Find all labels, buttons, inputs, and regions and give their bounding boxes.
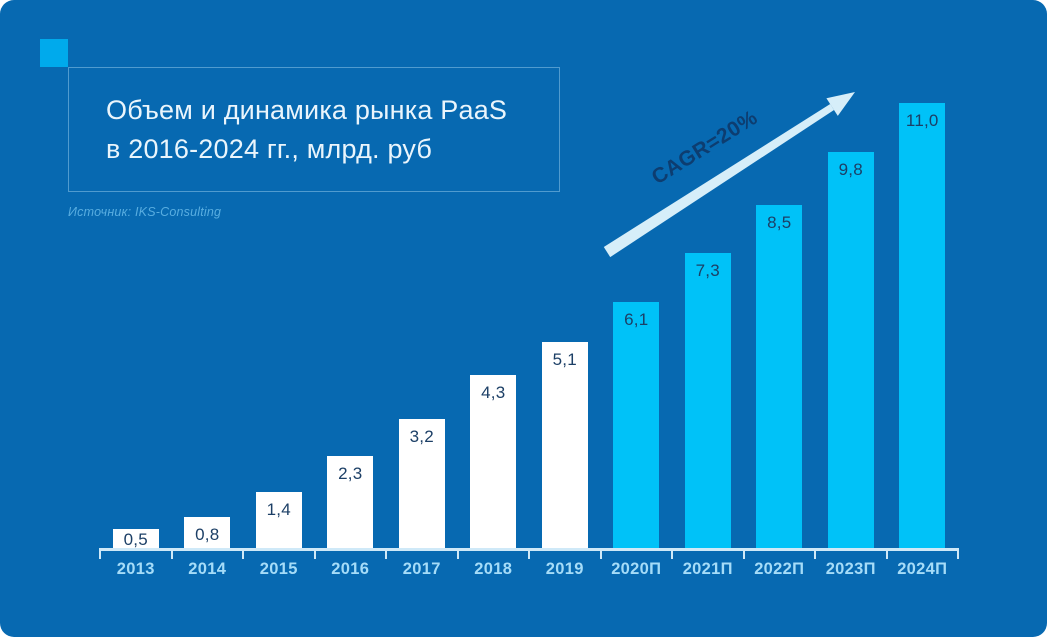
bar-2024П: 11,0 xyxy=(899,103,946,549)
x-axis-tick xyxy=(385,548,387,559)
bar-value-2022П: 8,5 xyxy=(767,213,792,232)
bar-value-2023П: 9,8 xyxy=(838,160,863,179)
bar-2020П: 6,1 xyxy=(613,302,660,549)
axis-label-2024П: 2024П xyxy=(897,560,948,578)
axis-label-2016: 2016 xyxy=(331,560,370,578)
axis-label-2020П: 2020П xyxy=(611,560,662,578)
axis-label-2018: 2018 xyxy=(474,560,513,578)
axis-label-2014: 2014 xyxy=(188,560,227,578)
x-axis-tick xyxy=(456,548,459,559)
x-axis-tick xyxy=(742,548,745,559)
bar-2021П: 7,3 xyxy=(684,253,731,549)
bar-value-2016: 2,3 xyxy=(338,464,363,483)
x-axis-tick xyxy=(242,548,244,559)
x-axis-tick xyxy=(814,548,816,559)
x-axis-tick xyxy=(957,548,959,559)
axis-label-2013: 2013 xyxy=(116,560,155,578)
x-axis-tick xyxy=(528,548,530,559)
accent-square xyxy=(40,39,68,67)
bar-2016: 2,3 xyxy=(327,456,374,549)
bar-2015: 1,4 xyxy=(255,492,302,549)
bar-value-2014: 0,8 xyxy=(195,525,220,544)
axis-label-2022П: 2022П xyxy=(754,560,805,578)
x-axis-tick xyxy=(170,548,173,559)
axis-label-2015: 2015 xyxy=(259,560,298,578)
chart-title-line2: в 2016-2024 гг., млрд. руб xyxy=(106,133,433,164)
bar-value-2024П: 11,0 xyxy=(905,111,939,130)
axis-label-2023П: 2023П xyxy=(825,560,876,578)
x-axis-tick xyxy=(671,548,673,559)
bar-2018: 4,3 xyxy=(470,375,517,549)
bar-value-2017: 3,2 xyxy=(409,427,434,446)
bar-2019: 5,1 xyxy=(541,342,588,549)
bar-2017: 3,2 xyxy=(398,419,445,549)
title-box: Объем и динамика рынка PaaS в 2016-2024 … xyxy=(68,67,560,192)
axis-label-2019: 2019 xyxy=(545,560,584,578)
chart-title-line1: Объем и динамика рынка PaaS xyxy=(106,95,508,126)
bar-value-2015: 1,4 xyxy=(266,500,291,519)
bar-2023П: 9,8 xyxy=(827,152,874,549)
axis-label-2017: 2017 xyxy=(402,560,441,578)
bar-value-2020П: 6,1 xyxy=(624,310,649,329)
x-axis-tick xyxy=(885,548,888,559)
bar-2022П: 8,5 xyxy=(756,205,803,549)
bar-value-2019: 5,1 xyxy=(552,350,577,369)
x-axis-tick xyxy=(599,548,602,559)
bar-2013: 0,5 xyxy=(112,529,159,549)
x-axis-tick xyxy=(313,548,316,559)
bar-2014: 0,8 xyxy=(184,517,231,549)
bar-value-2018: 4,3 xyxy=(481,383,506,402)
bar-value-2013: 0,5 xyxy=(123,530,148,549)
cagr-annotation: CAGR=20% xyxy=(647,105,762,190)
x-axis-tick xyxy=(99,548,101,559)
axis-label-2021П: 2021П xyxy=(682,560,733,578)
bar-value-2021П: 7,3 xyxy=(695,261,720,280)
arrow-head xyxy=(826,92,855,116)
source-note: Источник: IKS-Consulting xyxy=(68,205,222,219)
